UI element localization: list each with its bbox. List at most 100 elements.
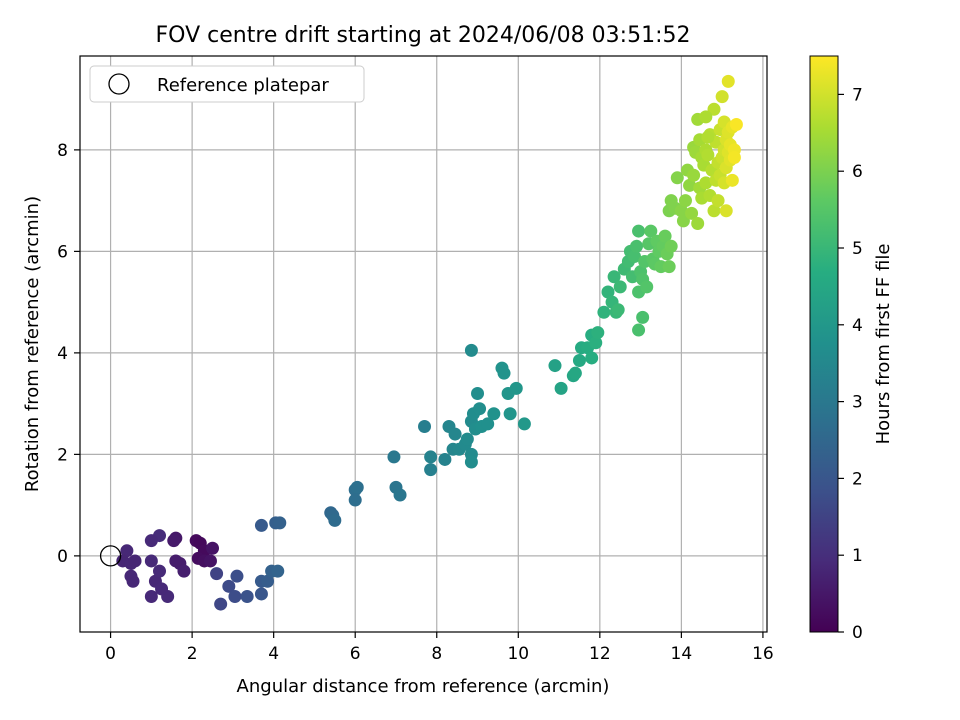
- data-point: [707, 204, 721, 218]
- colorbar-tick-label: 4: [852, 316, 863, 336]
- data-point: [707, 102, 721, 116]
- data-point: [611, 303, 625, 317]
- data-point: [254, 587, 268, 601]
- colorbar-tick-label: 3: [852, 393, 863, 413]
- colorbar-gradient: [809, 55, 839, 633]
- data-point: [687, 168, 701, 182]
- data-point: [120, 544, 134, 558]
- data-point: [630, 239, 644, 253]
- y-tick-label: 0: [57, 547, 68, 567]
- data-point: [509, 381, 523, 395]
- colorbar-label: Hours from first FF file: [873, 244, 894, 445]
- data-point: [460, 432, 474, 446]
- data-point: [448, 427, 462, 441]
- data-point: [548, 359, 562, 373]
- y-axis-label: Rotation from reference (arcmin): [22, 196, 43, 492]
- data-point: [393, 488, 407, 502]
- legend: Reference platepar: [89, 65, 365, 103]
- colorbar-tick-label: 2: [852, 469, 863, 489]
- data-point: [230, 569, 244, 583]
- data-point: [589, 336, 603, 350]
- data-point: [597, 305, 611, 319]
- data-point: [729, 118, 743, 132]
- data-point: [685, 206, 699, 220]
- data-point: [701, 130, 715, 144]
- x-tick-label: 0: [105, 644, 116, 664]
- data-point: [632, 323, 646, 337]
- x-tick-label: 8: [431, 644, 442, 664]
- data-point: [254, 518, 268, 532]
- x-tick-label: 6: [350, 644, 361, 664]
- data-point: [497, 366, 511, 380]
- data-point: [701, 148, 715, 162]
- data-point: [683, 178, 697, 192]
- data-point: [387, 450, 401, 464]
- data-point: [572, 353, 586, 367]
- data-point: [155, 582, 169, 596]
- data-point: [719, 204, 733, 218]
- data-point: [128, 554, 142, 568]
- data-point: [228, 589, 242, 603]
- data-point: [640, 280, 654, 294]
- data-point: [464, 343, 478, 357]
- data-point: [715, 90, 729, 104]
- data-point: [699, 176, 713, 190]
- data-points: [116, 74, 743, 611]
- gridlines: [80, 56, 767, 632]
- data-point: [662, 260, 676, 274]
- data-point: [167, 534, 181, 548]
- data-point: [177, 564, 191, 578]
- colorbar-tick-label: 7: [852, 85, 863, 105]
- colorbar-tick-label: 5: [852, 239, 863, 259]
- y-tick-label: 4: [57, 344, 68, 364]
- legend-box: [89, 65, 365, 103]
- data-point: [664, 239, 678, 253]
- colorbar-tick-label: 1: [852, 546, 863, 566]
- data-point: [424, 450, 438, 464]
- y-tick-label: 6: [57, 242, 68, 262]
- data-point: [348, 493, 362, 507]
- data-point: [644, 224, 658, 238]
- data-point: [632, 224, 646, 238]
- data-point: [169, 554, 183, 568]
- data-point: [727, 150, 741, 164]
- data-point: [676, 214, 690, 228]
- data-point: [487, 407, 501, 421]
- data-point: [273, 516, 287, 530]
- x-tick-label: 16: [752, 644, 774, 664]
- colorbar-tick-label: 6: [852, 162, 863, 182]
- data-point: [126, 574, 140, 588]
- data-point: [711, 194, 725, 208]
- data-point: [481, 417, 495, 431]
- data-point: [214, 597, 228, 611]
- x-axis-ticks: 0 2 4 6 8 10 12 14 16: [105, 632, 774, 664]
- data-point: [144, 589, 158, 603]
- x-tick-label: 14: [671, 644, 693, 664]
- x-tick-label: 2: [187, 644, 198, 664]
- x-tick-label: 10: [507, 644, 529, 664]
- data-point: [691, 216, 705, 230]
- data-point: [222, 579, 236, 593]
- colorbar-ticks: 0 1 2 3 4 5 6 7: [838, 85, 863, 643]
- data-point: [144, 534, 158, 548]
- y-tick-label: 8: [57, 141, 68, 161]
- data-point: [517, 417, 531, 431]
- data-point: [153, 564, 167, 578]
- reference-marker: [99, 545, 122, 567]
- plot-frame: [79, 55, 768, 633]
- data-point: [725, 173, 739, 187]
- data-point: [670, 171, 684, 185]
- data-point: [144, 554, 158, 568]
- data-point: [438, 452, 452, 466]
- data-point: [699, 110, 713, 124]
- data-point: [601, 285, 615, 299]
- y-tick-label: 2: [57, 445, 68, 465]
- data-point: [328, 513, 342, 527]
- data-point: [585, 351, 599, 365]
- data-point: [674, 204, 688, 218]
- data-point: [261, 574, 275, 588]
- data-point: [554, 381, 568, 395]
- chart-title: FOV centre drift starting at 2024/06/08 …: [156, 23, 691, 48]
- legend-entry: Reference platepar: [157, 75, 329, 96]
